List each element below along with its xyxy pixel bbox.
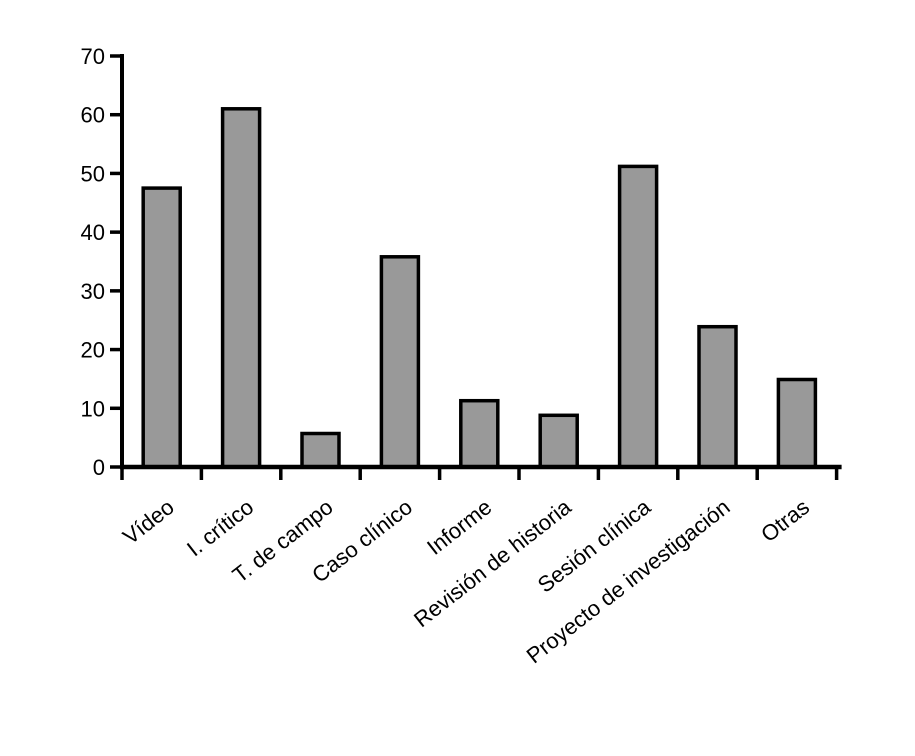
y-tick-label: 40: [81, 220, 105, 245]
bar-video: [141, 186, 182, 469]
bar-caso-clinico: [379, 255, 421, 469]
y-tick-label: 0: [93, 455, 105, 480]
y-tick-label: 60: [81, 103, 105, 128]
y-tick-label: 20: [81, 338, 105, 363]
x-category-label-otras: Otras: [756, 494, 814, 547]
bar-t-de-campo: [300, 431, 341, 469]
y-tick-label: 10: [81, 396, 105, 421]
x-category-label-video: Vídeo: [118, 494, 179, 549]
bar-informe: [459, 398, 500, 469]
bar-proyecto-de-investigacion: [697, 324, 738, 469]
bar-sesion-clinica: [617, 164, 659, 469]
y-tick-label: 50: [81, 161, 105, 186]
x-category-label-i-critico: I. crítico: [182, 494, 258, 561]
y-tick-label: 30: [81, 279, 105, 304]
y-tick-label: 70: [81, 44, 105, 69]
bar-revision-de-historia: [538, 413, 579, 469]
bar-i-critico: [220, 107, 262, 469]
x-category-label-informe: Informe: [422, 494, 496, 560]
bar-otras: [776, 377, 818, 469]
